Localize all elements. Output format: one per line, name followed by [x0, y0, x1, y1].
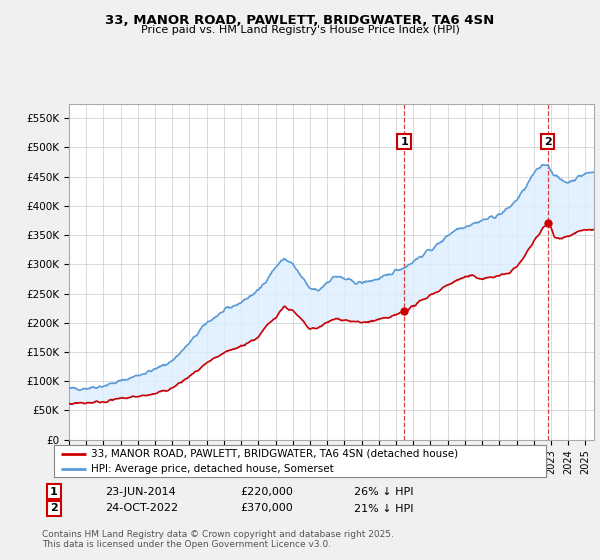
Text: 21% ↓ HPI: 21% ↓ HPI	[354, 503, 413, 514]
Text: £370,000: £370,000	[240, 503, 293, 514]
Text: 2: 2	[544, 137, 551, 147]
Text: 1: 1	[50, 487, 58, 497]
Text: 23-JUN-2014: 23-JUN-2014	[105, 487, 176, 497]
Text: 26% ↓ HPI: 26% ↓ HPI	[354, 487, 413, 497]
Text: HPI: Average price, detached house, Somerset: HPI: Average price, detached house, Some…	[91, 464, 334, 474]
Text: 2: 2	[50, 503, 58, 514]
Text: 24-OCT-2022: 24-OCT-2022	[105, 503, 178, 514]
Text: Price paid vs. HM Land Registry's House Price Index (HPI): Price paid vs. HM Land Registry's House …	[140, 25, 460, 35]
Text: This data is licensed under the Open Government Licence v3.0.: This data is licensed under the Open Gov…	[42, 540, 331, 549]
Text: Contains HM Land Registry data © Crown copyright and database right 2025.: Contains HM Land Registry data © Crown c…	[42, 530, 394, 539]
Text: £220,000: £220,000	[240, 487, 293, 497]
Text: 1: 1	[400, 137, 408, 147]
Text: 33, MANOR ROAD, PAWLETT, BRIDGWATER, TA6 4SN (detached house): 33, MANOR ROAD, PAWLETT, BRIDGWATER, TA6…	[91, 449, 458, 459]
Text: 33, MANOR ROAD, PAWLETT, BRIDGWATER, TA6 4SN: 33, MANOR ROAD, PAWLETT, BRIDGWATER, TA6…	[106, 14, 494, 27]
